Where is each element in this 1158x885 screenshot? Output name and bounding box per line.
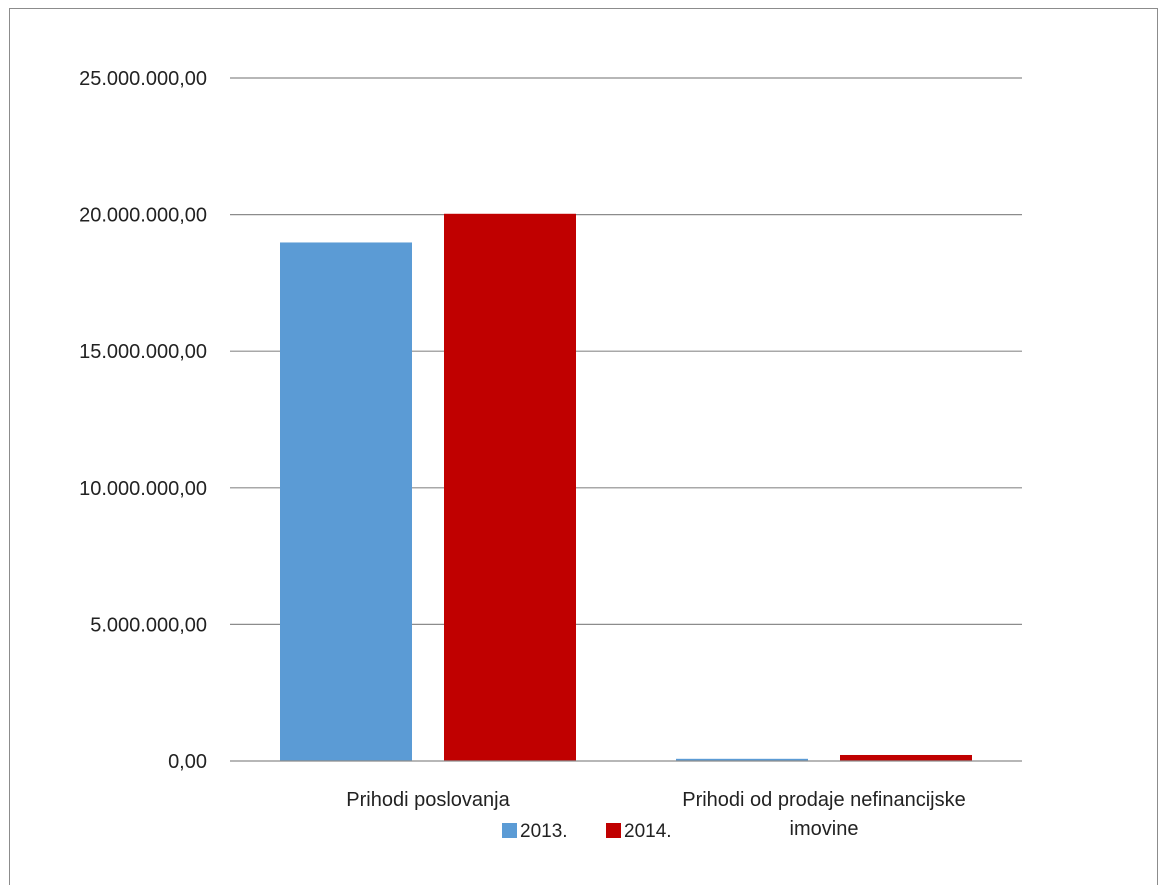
chart-frame <box>9 8 1158 885</box>
legend-swatch <box>606 823 621 838</box>
bar-2014-1 <box>840 754 972 761</box>
y-tick-label: 0,00 <box>168 751 207 773</box>
category-labels: Prihodi poslovanja Prihodi od prodaje nef… <box>346 789 965 840</box>
bar-2014-0 <box>444 213 576 761</box>
y-tick-label: 15.000.000,00 <box>79 341 207 363</box>
bar-2013-1 <box>676 758 808 761</box>
y-tick-label: 20.000.000,00 <box>79 205 207 227</box>
category-label: Prihodi od prodaje nefinancijske <box>682 789 966 811</box>
y-tick-label: 5.000.000,00 <box>90 614 207 636</box>
legend-label: 2014. <box>624 821 672 842</box>
bars <box>280 213 972 761</box>
bar-2013-0 <box>280 242 412 761</box>
y-tick-label: 25.000.000,00 <box>79 68 207 90</box>
legend-label: 2013. <box>520 821 568 842</box>
y-tick-label: 10.000.000,00 <box>79 478 207 500</box>
y-axis-tick-labels: 0,00 5.000.000,00 10.000.000,00 15.000.000,… <box>79 68 207 773</box>
category-label: Prihodi poslovanja <box>346 789 510 811</box>
category-label: imovine <box>790 818 859 840</box>
legend: 2013. 2014. <box>502 821 672 842</box>
legend-swatch <box>502 823 517 838</box>
